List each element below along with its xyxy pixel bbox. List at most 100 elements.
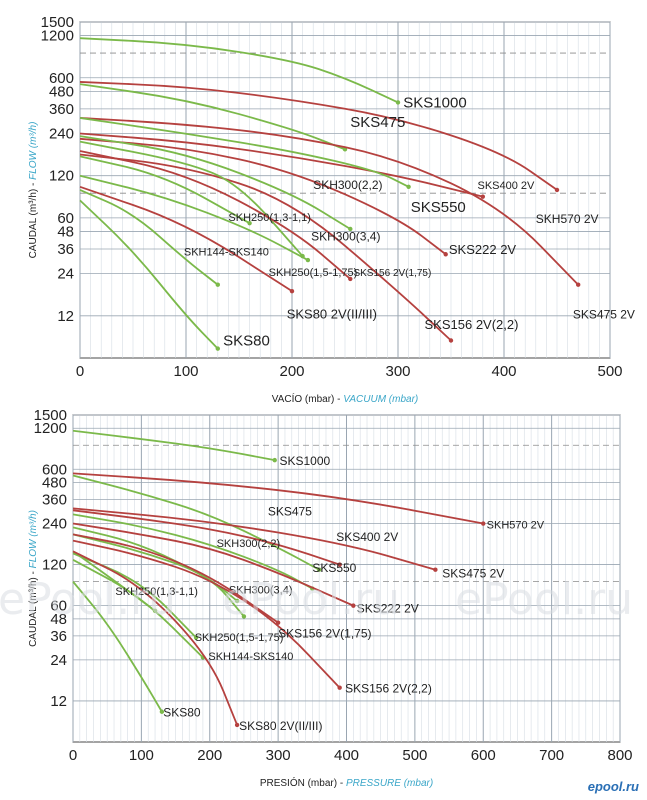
series-label: SKH144-SKS140 <box>208 651 293 663</box>
series-label: SKS80 <box>163 706 201 720</box>
y-tick-label: 1500 <box>34 407 67 424</box>
series-label: SKS400 2V <box>336 530 398 544</box>
y-tick-label: 48 <box>57 223 74 240</box>
series-endpoint-skh144-sks140 <box>215 282 220 287</box>
series-line-skh250-1-5-1-75 <box>79 174 309 261</box>
series-line-sks1000 <box>79 37 399 104</box>
series-label: SKS550 <box>411 199 466 216</box>
series-endpoint-sks400-2v <box>337 562 342 567</box>
series-endpoint-skh570-2v <box>481 521 486 526</box>
series-endpoint-skh300-3-4 <box>241 614 247 619</box>
series-line-skh144-sks140 <box>79 189 219 286</box>
y-axis-label-en: FLOW (m³/h) <box>28 510 39 568</box>
x-tick-label: 400 <box>334 747 359 764</box>
y-axis-label: CAUDAL (m³/h) - FLOW (m³/h) <box>28 510 39 647</box>
series-label: SKS222 2V <box>357 602 419 616</box>
series-endpoint-sks80 <box>159 709 165 714</box>
series-line-sks156-2v-2-2 <box>72 539 341 689</box>
y-tick-label: 60 <box>57 210 74 227</box>
x-axis-label: VACÍO (mbar) - VACUUM (mbar) <box>272 392 419 405</box>
series-label: SKH300(2,2) <box>217 538 281 550</box>
series-label: SKH300(3,4) <box>229 585 293 597</box>
series-line-sks475 <box>79 83 346 151</box>
series-endpoint-sks156-2v-2-2 <box>337 685 342 690</box>
series-label: SKS400 2V <box>478 180 536 192</box>
series-line-skh250-1-3-1-1 <box>79 155 251 224</box>
series-line-sks80-2v-ii-iii <box>72 550 238 726</box>
series-line-skh300-3-4 <box>79 140 304 257</box>
x-axis-label-en: PRESSURE (mbar) <box>346 778 433 789</box>
series-label: SKH570 2V <box>536 212 599 226</box>
series-label: SKH250(1,5-1,75) <box>195 632 284 644</box>
series-line-sks550 <box>72 513 313 590</box>
series-line-sks1000 <box>72 429 275 462</box>
series-line-sks80 <box>72 581 163 713</box>
y-axis-label: CAUDAL (m³/h) - FLOW (m³/h) <box>28 122 39 259</box>
y-tick-label: 24 <box>57 266 74 283</box>
y-axis-label-en: FLOW (m³/h) <box>28 122 39 180</box>
x-axis-label-en: VACUUM (mbar) <box>343 394 418 405</box>
series-line-sks156-2v-1-75 <box>72 533 279 624</box>
series-endpoint-sks400-2v <box>480 194 485 199</box>
series-line-skh300-2-2 <box>79 135 351 230</box>
x-tick-label: 500 <box>597 363 622 380</box>
y-tick-label: 48 <box>50 611 67 628</box>
x-axis-label: PRESIÓN (mbar) - PRESSURE (mbar) <box>260 776 433 789</box>
series-endpoint-sks1000 <box>395 100 401 105</box>
y-tick-label: 360 <box>42 492 67 509</box>
y-axis-label-es: CAUDAL (m³/h) - <box>28 180 39 259</box>
brand-logo: epool.ru <box>587 779 639 794</box>
series-label: SKS1000 <box>279 454 330 468</box>
series-endpoint-sks222-2v <box>443 252 448 257</box>
y-tick-label: 12 <box>50 693 67 710</box>
y-tick-label: 360 <box>49 101 74 118</box>
watermark-right: ePool.ru <box>455 574 634 625</box>
series-endpoint-skh250-1-5-1-75 <box>193 635 199 640</box>
series-label: SKS156 2V(1,75) <box>278 627 371 641</box>
series-label: SKS475 2V <box>442 566 504 580</box>
x-axis-label-es: PRESIÓN (mbar) - <box>260 776 346 789</box>
series-label: SKH250(1,3-1,1) <box>115 586 198 598</box>
y-tick-label: 60 <box>50 598 67 615</box>
series-label: SKS222 2V <box>449 242 517 257</box>
series-endpoint-skh300-2-2 <box>234 598 240 604</box>
y-tick-label: 1200 <box>41 28 74 45</box>
series-line-skh570-2v <box>79 81 558 191</box>
series-label: SKS156 2V(1,75) <box>353 268 431 279</box>
x-tick-label: 800 <box>607 747 632 764</box>
series-label: SKS475 <box>350 114 405 131</box>
y-tick-label: 12 <box>57 308 74 325</box>
series-line-sks80 <box>79 199 219 350</box>
series-line-sks475-2v <box>72 507 436 571</box>
y-tick-label: 36 <box>50 628 67 645</box>
series-endpoint-sks156-2v-2-2 <box>448 338 454 343</box>
x-tick-label: 0 <box>69 747 77 764</box>
x-tick-label: 200 <box>279 363 304 380</box>
series-endpoint-sks475-2v <box>576 282 581 287</box>
series-label: SKH570 2V <box>487 520 545 532</box>
y-tick-label: 36 <box>57 241 74 258</box>
x-tick-label: 100 <box>173 363 198 380</box>
series-line-skh570-2v <box>72 472 484 525</box>
y-tick-label: 600 <box>42 461 67 478</box>
series-endpoint-sks550 <box>406 184 411 189</box>
series-endpoint-sks475-2v <box>433 567 438 572</box>
series-label: SKH144-SKS140 <box>184 247 269 259</box>
series-endpoint-sks156-2v-1-75 <box>275 620 281 625</box>
series-label: SKH250(1,3-1,1) <box>228 212 311 224</box>
series-line-sks156-2v-2-2 <box>79 153 452 342</box>
series-endpoint-sks475 <box>316 567 322 572</box>
x-axis-label-es: VACÍO (mbar) - <box>272 392 343 405</box>
series-label: SKH300(2,2) <box>313 178 382 192</box>
series-line-skh144-sks140 <box>72 559 204 659</box>
series-endpoint-sks156-2v-1-75 <box>348 276 353 282</box>
y-tick-label: 24 <box>50 652 67 669</box>
y-tick-label: 120 <box>42 557 67 574</box>
watermark-center: ePool.ru <box>222 574 401 625</box>
y-tick-label: 1500 <box>41 14 74 31</box>
series-endpoint-sks80 <box>215 346 220 351</box>
series-endpoint-sks1000 <box>272 457 277 463</box>
series-endpoint-skh570-2v <box>554 187 560 193</box>
